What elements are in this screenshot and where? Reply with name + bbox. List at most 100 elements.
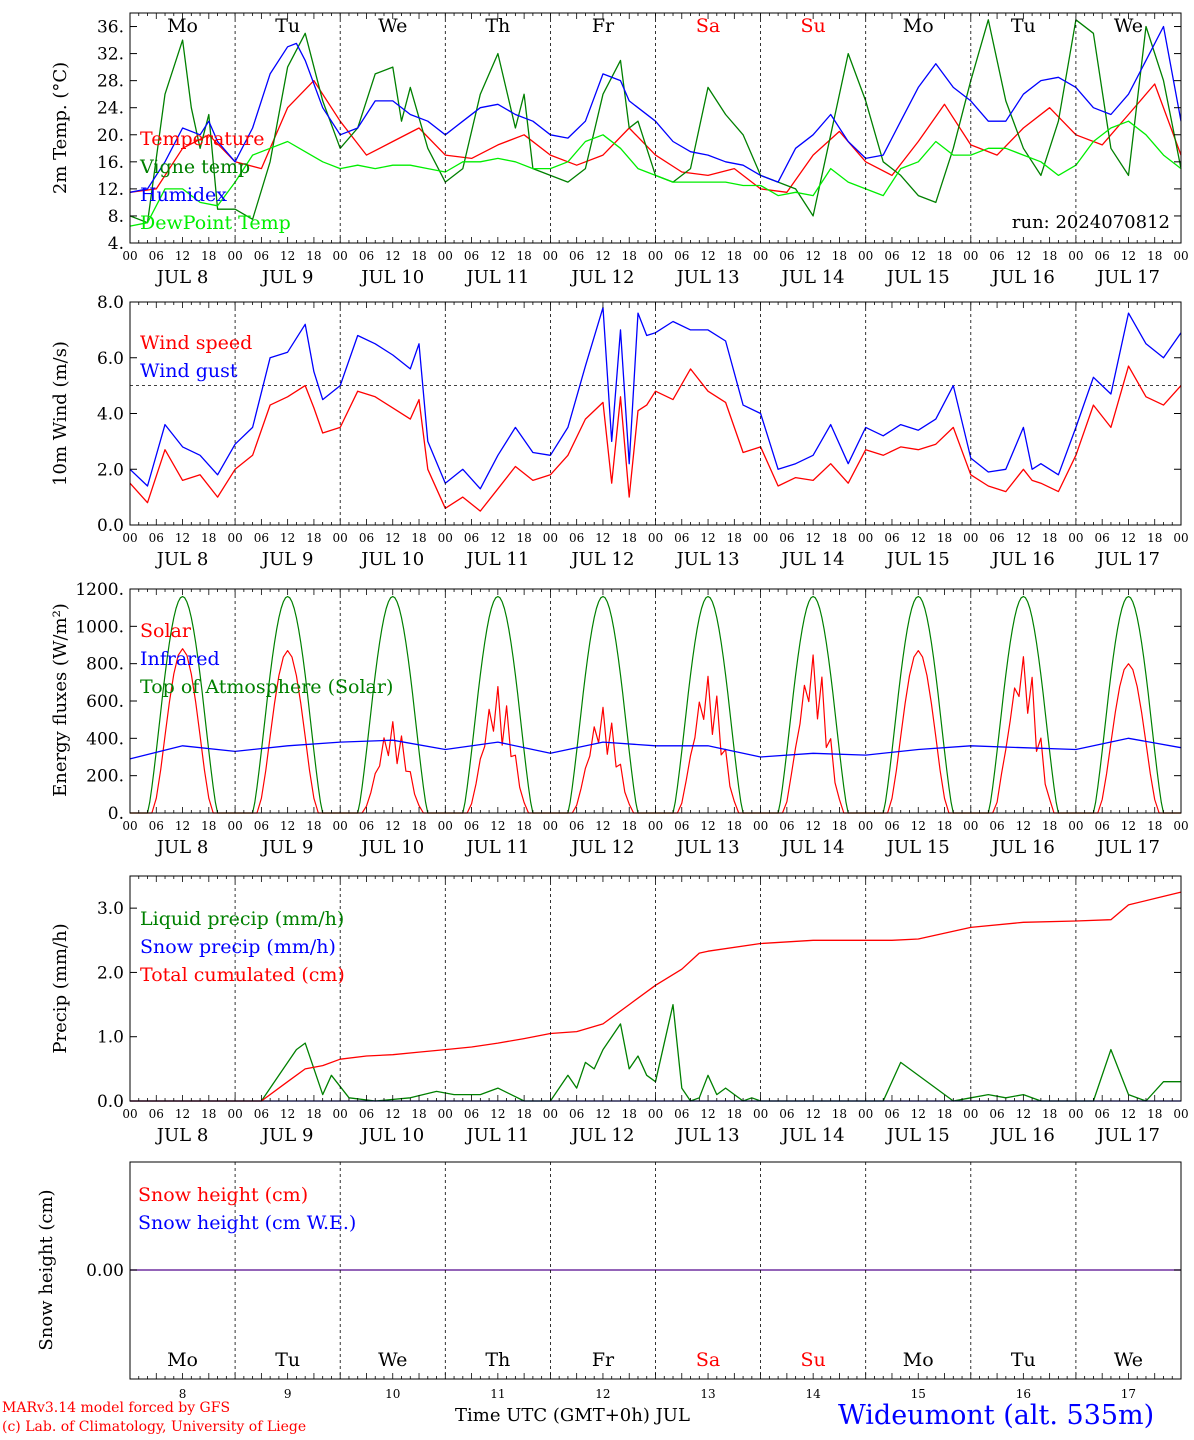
temp-hour-label: 00 [543, 249, 558, 263]
energy-date-label: JUL 11 [464, 837, 529, 858]
precip-series-line-2 [130, 891, 1182, 1102]
precip-hour-label: 00 [1068, 1107, 1083, 1121]
wind-hour-label: 12 [911, 531, 926, 545]
wind-ytick-label: 6.0 [97, 349, 124, 369]
temp-hour-label: 18 [516, 249, 531, 263]
temp-date-label: JUL 11 [464, 267, 529, 288]
snow-day-number: 10 [385, 1387, 400, 1401]
precip-date-label: JUL 15 [885, 1125, 950, 1146]
precip-hour-label: 18 [411, 1107, 426, 1121]
energy-date-label: JUL 12 [569, 837, 634, 858]
energy-hour-label: 18 [937, 819, 952, 833]
wind-hour-label: 00 [1068, 531, 1083, 545]
precip-hour-label: 06 [569, 1107, 584, 1121]
wind-hour-label: 06 [149, 531, 164, 545]
wind-hour-label: 06 [464, 531, 479, 545]
temp-ytick-label: 36. [97, 18, 124, 38]
station-label: Wideumont (alt. 535m) [838, 1400, 1155, 1431]
precip-hour-label: 00 [648, 1107, 663, 1121]
energy-panel: 0. 200. 400. 600. 800. 1000. 1200.Energy fluxe… [50, 580, 1189, 858]
energy-hour-label: 06 [674, 819, 689, 833]
snow-weekday-label: We [378, 1349, 407, 1371]
energy-hour-label: 00 [963, 819, 978, 833]
precip-hour-label: 12 [806, 1107, 821, 1121]
precip-hour-label: 18 [937, 1107, 952, 1121]
energy-legend-2: Top of Atmosphere (Solar) [140, 676, 393, 698]
temp-ytick-label: 28. [97, 72, 124, 92]
temp-hour-label: 12 [175, 249, 190, 263]
temp-date-label: JUL 17 [1095, 267, 1160, 288]
precip-hour-label: 06 [779, 1107, 794, 1121]
snow-weekday-label: Sa [696, 1349, 720, 1371]
temp-legend-3: DewPoint Temp [140, 212, 291, 234]
wind-hour-label: 18 [937, 531, 952, 545]
energy-date-label: JUL 17 [1095, 837, 1160, 858]
wind-date-label: JUL 14 [780, 549, 845, 570]
wind-series-group [129, 306, 1182, 512]
temp-hour-label: 12 [1016, 249, 1031, 263]
energy-hour-label: 06 [359, 819, 374, 833]
precip-date-label: JUL 16 [990, 1125, 1055, 1146]
energy-hour-label: 18 [727, 819, 742, 833]
temp-ylabel: 2m Temp. (°C) [50, 62, 71, 194]
temp-hour-label: 00 [1173, 249, 1188, 263]
wind-date-label: JUL 8 [155, 549, 209, 570]
energy-hour-label: 12 [385, 819, 400, 833]
wind-panel: 0.0 2.0 4.0 6.0 8.0 10m Wind (m/s) Wind speed W… [50, 293, 1189, 570]
wind-hour-label: 12 [280, 531, 295, 545]
wind-ylabel: 10m Wind (m/s) [50, 341, 71, 486]
energy-ytick-label: 0. [108, 804, 124, 824]
temp-hour-label: 00 [227, 249, 242, 263]
precip-hour-label: 06 [254, 1107, 269, 1121]
energy-hour-label: 18 [622, 819, 637, 833]
wind-hour-label: 00 [438, 531, 453, 545]
energy-hour-label: 12 [700, 819, 715, 833]
wind-hour-label: 06 [359, 531, 374, 545]
wind-series-line-1 [129, 306, 1182, 490]
energy-date-label: JUL 8 [155, 837, 209, 858]
wind-hour-label: 06 [674, 531, 689, 545]
energy-ytick-label: 800. [86, 655, 124, 675]
snow-day-number: 13 [700, 1387, 715, 1401]
energy-hour-label: 06 [779, 819, 794, 833]
precip-hour-label: 00 [1173, 1107, 1188, 1121]
wind-hour-label: 00 [1173, 531, 1188, 545]
wind-legend-0: Wind speed [140, 332, 252, 354]
precip-hour-label: 00 [753, 1107, 768, 1121]
precip-hour-label: 12 [1121, 1107, 1136, 1121]
energy-hour-label: 12 [175, 819, 190, 833]
wind-date-label: JUL 17 [1095, 549, 1160, 570]
temp-hour-label: 12 [490, 249, 505, 263]
energy-hour-label: 06 [149, 819, 164, 833]
precip-hour-label: 00 [543, 1107, 558, 1121]
wind-hour-label: 12 [700, 531, 715, 545]
precip-date-label: JUL 11 [464, 1125, 529, 1146]
precip-hour-label: 12 [1016, 1107, 1031, 1121]
precip-hour-label: 06 [149, 1107, 164, 1121]
temp-ytick-label: 8. [108, 207, 124, 227]
wind-hour-label: 18 [622, 531, 637, 545]
temp-hour-label: 06 [464, 249, 479, 263]
temp-date-label: JUL 12 [569, 267, 634, 288]
temp-hour-label: 18 [832, 249, 847, 263]
energy-hour-label: 00 [333, 819, 348, 833]
energy-hour-label: 12 [595, 819, 610, 833]
wind-hour-label: 00 [858, 531, 873, 545]
wind-hour-label: 06 [254, 531, 269, 545]
precip-date-label: JUL 8 [155, 1125, 209, 1146]
temp-hour-label: 00 [648, 249, 663, 263]
precip-hour-label: 00 [858, 1107, 873, 1121]
wind-hour-label: 12 [595, 531, 610, 545]
snow-weekday-label: Fr [592, 1349, 615, 1371]
precip-hour-label: 06 [359, 1107, 374, 1121]
wind-hour-label: 00 [543, 531, 558, 545]
temp-hour-label: 00 [858, 249, 873, 263]
temp-series-line-1 [129, 19, 1182, 224]
snow-day-number: 15 [911, 1387, 926, 1401]
energy-hour-label: 12 [806, 819, 821, 833]
wind-hour-label: 18 [516, 531, 531, 545]
wind-hour-label: 18 [201, 531, 216, 545]
temp-hour-label: 00 [438, 249, 453, 263]
temp-legend-1: Vigne temp [139, 156, 250, 178]
